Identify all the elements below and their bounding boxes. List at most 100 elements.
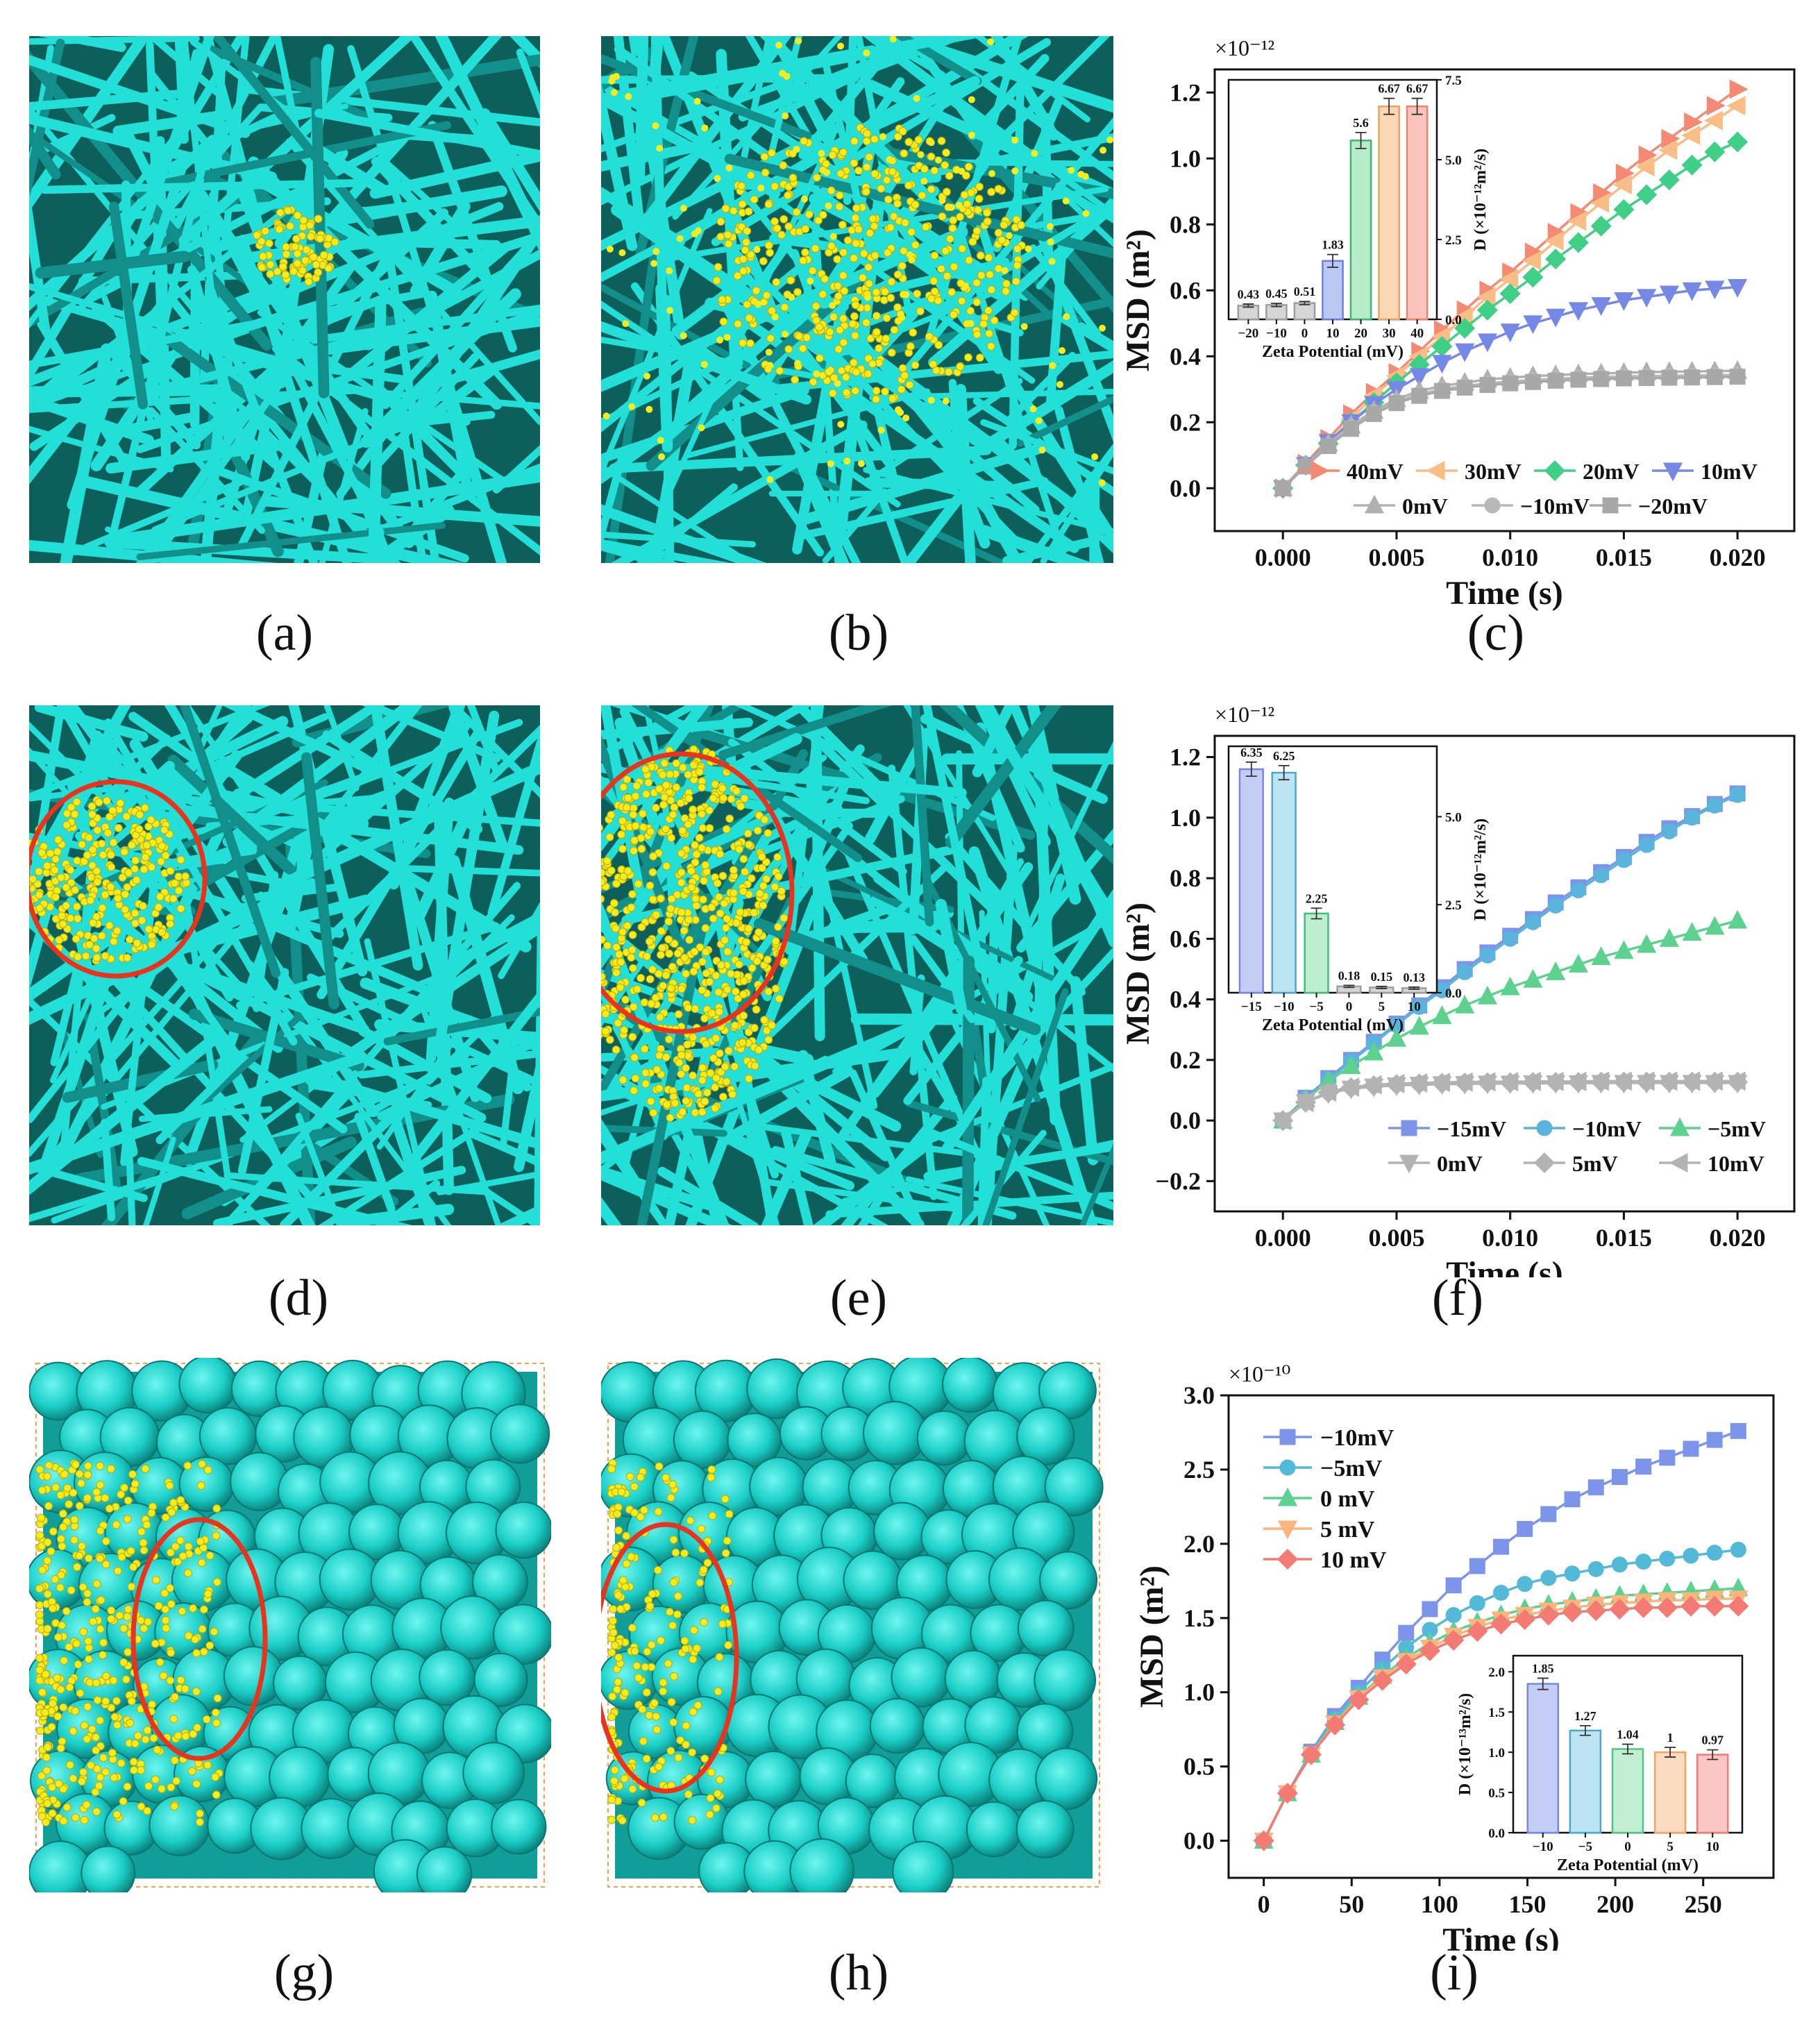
particle	[655, 1051, 664, 1060]
particle	[656, 950, 665, 959]
particle	[37, 1542, 47, 1551]
particle	[285, 221, 294, 230]
particle	[129, 1757, 138, 1766]
inset-x-tick-label: −10	[1266, 326, 1287, 341]
particle	[614, 950, 623, 959]
particle	[656, 1636, 665, 1645]
fiber-strand	[718, 705, 893, 759]
panel-label-d: (d)	[268, 1270, 329, 1327]
particle	[676, 235, 684, 242]
particle	[709, 793, 718, 803]
inset-x-tick-label: −5	[1578, 1840, 1592, 1854]
data-point	[1422, 1601, 1438, 1618]
particle	[904, 137, 913, 146]
inset-bar	[1304, 912, 1329, 994]
panel-label-b: (b)	[828, 605, 889, 662]
particle	[91, 1733, 100, 1742]
particle	[141, 1464, 150, 1473]
particle	[955, 212, 964, 221]
particle	[97, 839, 106, 848]
particle	[71, 1813, 80, 1822]
particle	[987, 38, 995, 46]
particle	[772, 278, 781, 287]
fiber-strand	[137, 1157, 413, 1225]
particle	[77, 1479, 86, 1488]
particle	[632, 1661, 641, 1670]
sphere	[892, 1840, 954, 1892]
data-point	[1386, 1027, 1406, 1047]
data-point	[1726, 96, 1746, 116]
fiber-strand	[167, 754, 296, 875]
fiber-strand	[90, 351, 176, 471]
particle	[289, 267, 298, 276]
particle	[764, 987, 773, 996]
particle	[627, 903, 636, 912]
particle	[780, 957, 789, 966]
particle	[35, 1584, 44, 1593]
particle	[682, 969, 691, 978]
sphere	[472, 1554, 528, 1611]
particle	[192, 1649, 201, 1658]
particle	[107, 863, 116, 872]
particle	[309, 253, 318, 262]
y-axis-label: MSD (m²)	[1124, 229, 1156, 371]
particle	[730, 1021, 739, 1030]
particle	[811, 244, 820, 253]
x-tick-label: 0.020	[1710, 544, 1766, 571]
particle	[827, 460, 834, 467]
fiber-render-a	[29, 36, 540, 563]
particle	[106, 1464, 115, 1473]
particle	[43, 1538, 52, 1547]
particle	[809, 378, 818, 387]
particle	[612, 880, 621, 889]
particle	[849, 358, 858, 367]
particle	[130, 1479, 140, 1488]
data-point	[1476, 299, 1498, 321]
particle	[640, 1044, 649, 1053]
particle	[811, 301, 820, 310]
particle	[813, 370, 820, 378]
particle	[986, 270, 995, 279]
data-point	[1682, 922, 1702, 941]
particle	[137, 1802, 146, 1811]
particle	[780, 303, 789, 312]
data-point	[1398, 1624, 1415, 1641]
fiber-strand	[487, 730, 540, 917]
fiber-strand	[475, 1183, 540, 1225]
bar-value-label: 0.51	[1294, 285, 1316, 299]
particle	[660, 759, 669, 768]
particle	[986, 342, 995, 351]
fiber-strand	[357, 1050, 540, 1079]
particle	[137, 916, 146, 925]
inset-bar	[1653, 1751, 1687, 1834]
particle	[887, 348, 896, 357]
data-point	[1537, 1604, 1559, 1626]
fiber-strand	[230, 705, 386, 803]
legend-label: 40mV	[1347, 459, 1404, 484]
particle	[648, 965, 657, 974]
particle	[93, 825, 102, 834]
bar-value-label: 0.18	[1338, 968, 1360, 982]
particle	[762, 291, 771, 300]
fiber-strand	[236, 922, 500, 1009]
data-point	[1613, 1071, 1632, 1091]
x-tick-label: 0.000	[1255, 1224, 1311, 1252]
legend-entry: 0mV	[1354, 494, 1448, 519]
particle	[35, 904, 44, 913]
legend-entry: −20mV	[1590, 494, 1708, 519]
data-point	[1432, 355, 1452, 374]
inset-y-axis-label: D (×10⁻¹³m²/s)	[1456, 1693, 1474, 1795]
particle	[990, 316, 999, 325]
particle	[60, 1470, 69, 1479]
particle	[618, 249, 626, 257]
particle	[203, 1465, 212, 1474]
particle	[709, 1054, 718, 1063]
particle	[612, 1685, 621, 1694]
fiber-strand	[224, 1172, 491, 1195]
particle	[862, 129, 871, 138]
fiber-strand	[146, 36, 229, 103]
data-point	[1363, 1075, 1382, 1095]
particle	[648, 1590, 657, 1599]
data-point	[1523, 968, 1543, 988]
particle	[29, 875, 37, 884]
